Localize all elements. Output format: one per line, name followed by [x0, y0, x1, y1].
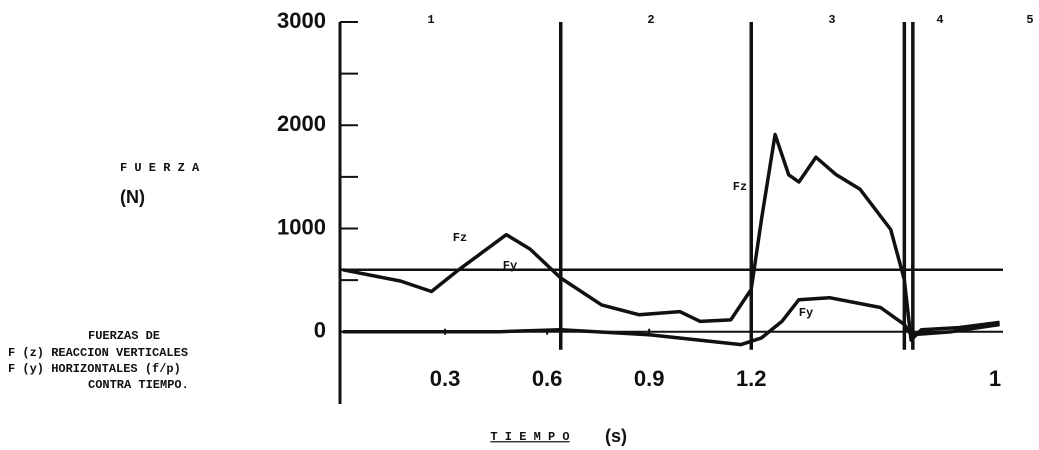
y-axis-unit: (N) [120, 187, 145, 207]
y-axis-label: F U E R Z A [120, 161, 200, 175]
caption-line: F (z) REACCION VERTICALES [8, 346, 188, 360]
series-line [343, 298, 1000, 345]
caption-line: F (y) HORIZONTALES (f/p) [8, 362, 181, 376]
phase-label: 2 [647, 13, 654, 27]
phase-label: 3 [828, 13, 835, 27]
caption-line: CONTRA TIEMPO. [88, 378, 189, 392]
series-label: Fy [503, 259, 517, 273]
annotation: Fz [733, 180, 747, 194]
phase-label: 5 [1026, 13, 1033, 27]
y-tick-label: 3000 [277, 8, 326, 33]
x-tick-label: 0.3 [430, 366, 461, 391]
x-axis-unit: (s) [605, 426, 627, 446]
x-tick-label: 0.9 [634, 366, 665, 391]
chart: F U E R Z A (N) T I E M P O (s) FUERZAS … [0, 0, 1039, 450]
y-tick-label: 1000 [277, 214, 326, 239]
phase-label: 4 [936, 13, 943, 27]
series-line [343, 135, 1000, 341]
y-tick-label: 2000 [277, 111, 326, 136]
annotation: Fy [799, 306, 813, 320]
annotation: 1 [989, 366, 1001, 391]
x-tick-label: 0.6 [532, 366, 563, 391]
x-axis-label: T I E M P O [490, 430, 569, 444]
series-label: Fz [453, 231, 467, 245]
x-tick-label: 1.2 [736, 366, 767, 391]
y-tick-label: 0 [314, 318, 326, 343]
phase-label: 1 [427, 13, 434, 27]
caption-line: FUERZAS DE [88, 329, 160, 343]
